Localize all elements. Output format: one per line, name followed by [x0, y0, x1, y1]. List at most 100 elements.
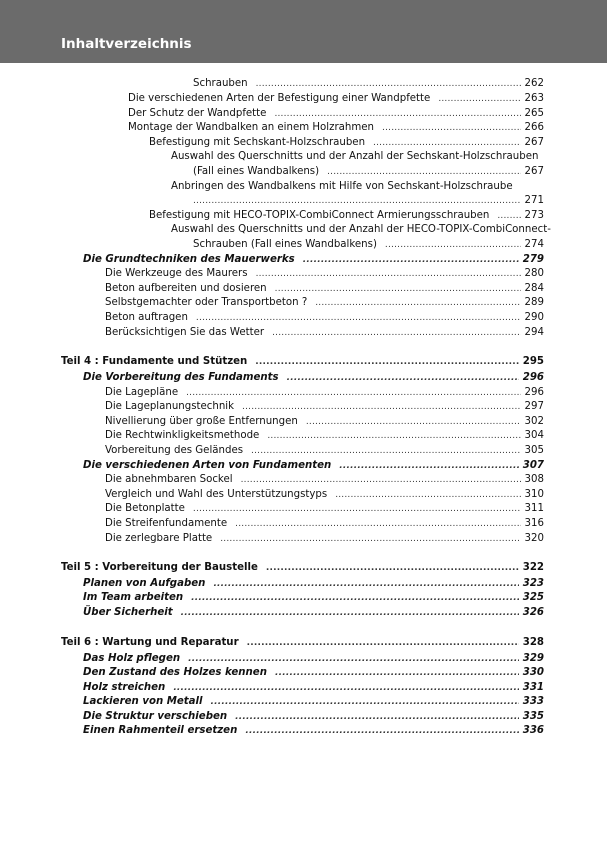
toc-entry-title: Die Lageplanungstechnik	[105, 401, 235, 412]
toc-entry[interactable]: Die Vorbereitung des Fundaments.........…	[83, 371, 544, 385]
dot-leader: ........................................…	[255, 269, 521, 279]
toc-entry[interactable]: Die Betonplatte.........................…	[105, 502, 544, 516]
toc-entry-title: Teil 4 : Fundamente und Stützen	[61, 356, 248, 367]
dot-leader: ........................................…	[339, 461, 519, 471]
toc-entry-title: Die Lagepläne	[105, 387, 179, 398]
toc-entry[interactable]: Die Lageplanungstechnik.................…	[105, 400, 544, 414]
toc-entry-title: Die Struktur verschieben	[83, 711, 228, 722]
dot-leader: ........................................…	[180, 608, 519, 618]
toc-entry[interactable]: Lackieren von Metall....................…	[83, 695, 544, 709]
toc-entry[interactable]: Einen Rahmenteil ersetzen...............…	[83, 724, 544, 738]
toc-entry-page: 304	[524, 430, 544, 441]
dot-leader: ........................................…	[302, 255, 519, 265]
toc-entry-page: 294	[524, 327, 544, 338]
toc-entry[interactable]: Die Lagepläne...........................…	[105, 386, 544, 400]
toc-entry[interactable]: Der Schutz der Wandpfette...............…	[128, 107, 544, 121]
dot-leader: ........................................…	[192, 504, 521, 514]
toc-entry[interactable]: Vergleich und Wahl des Unterstützungstyp…	[105, 488, 544, 502]
toc-entry[interactable]: Die abnehmbaren Sockel..................…	[105, 473, 544, 487]
toc-entry[interactable]: ........................................…	[193, 194, 544, 208]
toc-entry[interactable]: Vorbereitung des Geländes...............…	[105, 444, 544, 458]
toc-entry-page: 280	[524, 268, 544, 279]
toc-entry[interactable]: Auswahl des Querschnitts und der Anzahl …	[171, 150, 544, 164]
toc-entry-page: 284	[524, 283, 544, 294]
toc-entry-page: 263	[524, 93, 544, 104]
toc-entry[interactable]: Auswahl des Querschnitts und der Anzahl …	[171, 223, 551, 237]
toc-entry-page: 311	[524, 503, 544, 514]
toc-entry[interactable]: Befestigung mit HECO-TOPIX-CombiConnect …	[149, 209, 544, 223]
toc-entry[interactable]: Den Zustand des Holzes kennen...........…	[83, 666, 544, 680]
toc-entry-title: Selbstgemachter oder Transportbeton ?	[105, 297, 308, 308]
toc-entry-title: Die Rechtwinkligkeitsmethode	[105, 430, 260, 441]
toc-entry[interactable]: Über Sicherheit.........................…	[83, 606, 544, 620]
toc-entry[interactable]: Die Streifenfundamente..................…	[105, 517, 544, 531]
page-title: Inhaltverzeichnis	[61, 36, 192, 52]
dot-leader: ........................................…	[193, 196, 521, 206]
toc-entry-page: 335	[522, 711, 544, 722]
toc-entry-title: Teil 5 : Vorbereitung der Baustelle	[61, 562, 258, 573]
toc-entry-page: 271	[524, 195, 544, 206]
toc-entry-page: 326	[522, 607, 544, 618]
toc-entry[interactable]: Montage der Wandbalken an einem Holzrahm…	[128, 121, 544, 135]
dot-leader: ........................................…	[382, 123, 521, 133]
toc-entry[interactable]: Die Struktur verschieben................…	[83, 710, 544, 724]
toc-entry-title: Nivellierung über große Entfernungen	[105, 416, 298, 427]
toc-entry[interactable]: Die Grundtechniken des Mauerwerks.......…	[83, 253, 544, 267]
toc-entry-title: Über Sicherheit	[83, 607, 173, 618]
toc-entry-title: Im Team arbeiten	[83, 592, 184, 603]
toc-entry[interactable]: Beton aufbereiten und dosieren..........…	[105, 282, 544, 296]
dot-leader: ........................................…	[305, 417, 521, 427]
dot-leader: ........................................…	[213, 579, 518, 589]
toc-entry[interactable]: Die Werkzeuge des Maurers...............…	[105, 267, 544, 281]
dot-leader: ........................................…	[255, 357, 519, 367]
toc-entry-title: Beton auftragen	[105, 312, 188, 323]
dot-leader: ........................................…	[274, 284, 521, 294]
toc-entry-title: Schrauben (Fall eines Wandbalkens)	[193, 239, 377, 250]
toc-entry[interactable]: Selbstgemachter oder Transportbeton ?...…	[105, 296, 544, 310]
toc-entry-title: Anbringen des Wandbalkens mit Hilfe von …	[171, 181, 513, 192]
toc-entry[interactable]: Teil 5 : Vorbereitung der Baustelle.....…	[61, 561, 544, 575]
toc-entry[interactable]: (Fall eines Wandbalkens)................…	[193, 165, 544, 179]
dot-leader: ........................................…	[220, 534, 521, 544]
dot-leader: ........................................…	[272, 328, 521, 338]
toc-entry-page: 290	[524, 312, 544, 323]
toc-entry[interactable]: Planen von Aufgaben.....................…	[83, 577, 544, 591]
dot-leader: ........................................…	[195, 313, 521, 323]
dot-leader: ........................................…	[245, 726, 518, 736]
toc-entry-page: 305	[524, 445, 544, 456]
dot-leader: ........................................…	[210, 697, 519, 707]
toc-entry-title: Lackieren von Metall	[83, 696, 203, 707]
toc-entry[interactable]: Die Rechtwinkligkeitsmethode............…	[105, 429, 544, 443]
toc-entry[interactable]: Die zerlegbare Platte...................…	[105, 532, 544, 546]
toc-entry[interactable]: Die verschiedenen Arten von Fundamenten.…	[83, 459, 544, 473]
dot-leader: ........................................…	[497, 211, 520, 221]
toc-entry[interactable]: Teil 4 : Fundamente und Stützen.........…	[61, 355, 544, 369]
toc-entry[interactable]: Schrauben...............................…	[193, 77, 544, 91]
dot-leader: ........................................…	[327, 167, 520, 177]
toc-entry-page: 330	[522, 667, 544, 678]
dot-leader: ........................................…	[438, 94, 520, 104]
toc-entry[interactable]: Anbringen des Wandbalkens mit Hilfe von …	[171, 180, 544, 194]
toc-entry[interactable]: Teil 6 : Wartung und Reparatur..........…	[61, 636, 544, 650]
toc-entry-title: Auswahl des Querschnitts und der Anzahl …	[171, 151, 539, 162]
toc-entry-page: 329	[522, 653, 544, 664]
toc-entry-page: 336	[522, 725, 544, 736]
dot-leader: ........................................…	[186, 388, 520, 398]
toc-entry[interactable]: Berücksichtigen Sie das Wetter..........…	[105, 326, 544, 340]
toc-entry[interactable]: Beton auftragen.........................…	[105, 311, 544, 325]
dot-leader: ........................................…	[267, 431, 520, 441]
toc-entry[interactable]: Das Holz pflegen........................…	[83, 652, 544, 666]
toc-entry-page: 297	[524, 401, 544, 412]
toc-entry[interactable]: Holz streichen..........................…	[83, 681, 544, 695]
toc-entry[interactable]: Befestigung mit Sechskant-Holzschrauben.…	[149, 136, 544, 150]
toc-entry-page: 323	[522, 578, 544, 589]
toc-entry[interactable]: Schrauben (Fall eines Wandbalkens)......…	[193, 238, 544, 252]
toc-entry-title: (Fall eines Wandbalkens)	[193, 166, 320, 177]
dot-leader: ........................................…	[255, 79, 521, 89]
toc-entry-title: Die Werkzeuge des Maurers	[105, 268, 248, 279]
toc-entry[interactable]: Im Team arbeiten........................…	[83, 591, 544, 605]
dot-leader: ........................................…	[315, 298, 521, 308]
dot-leader: ........................................…	[240, 475, 521, 485]
toc-entry[interactable]: Die verschiedenen Arten der Befestigung …	[128, 92, 544, 106]
toc-entry[interactable]: Nivellierung über große Entfernungen....…	[105, 415, 544, 429]
